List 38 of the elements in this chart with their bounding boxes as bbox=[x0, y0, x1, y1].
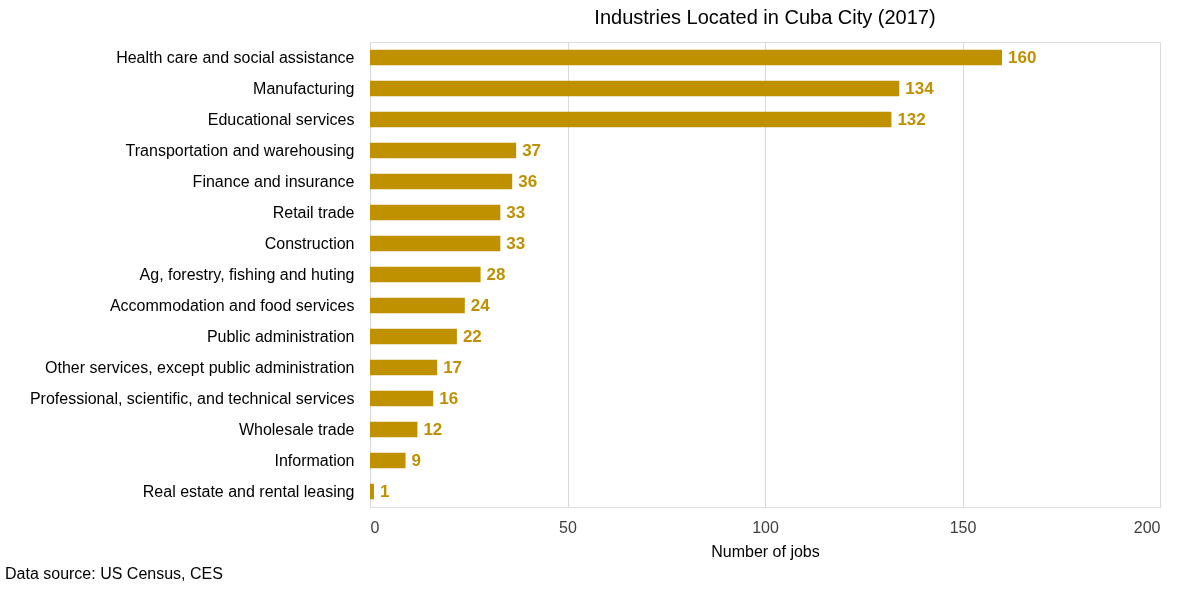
y-tick-label: Ag, forestry, fishing and huting bbox=[139, 265, 355, 283]
y-tick-label: Health care and social assistance bbox=[116, 48, 355, 66]
y-tick-label: Wholesale trade bbox=[238, 420, 355, 438]
data-label: 1 bbox=[379, 481, 390, 501]
x-tick-label: 150 bbox=[949, 518, 977, 536]
x-axis-title: Number of jobs bbox=[711, 542, 820, 560]
x-tick-label: 200 bbox=[1133, 518, 1161, 536]
y-tick-label: Manufacturing bbox=[253, 79, 355, 97]
data-label: 24 bbox=[470, 295, 491, 315]
y-tick-label: Transportation and warehousing bbox=[125, 141, 355, 159]
data-label: 16 bbox=[439, 388, 459, 408]
y-tick-label: Educational services bbox=[207, 110, 355, 128]
data-label: 33 bbox=[506, 202, 526, 222]
y-tick-label: Construction bbox=[264, 234, 355, 252]
y-tick-label: Professional, scientific, and technical services bbox=[29, 389, 355, 407]
data-label: 22 bbox=[462, 326, 482, 346]
y-tick-label: Information bbox=[274, 451, 355, 469]
data-label: 12 bbox=[423, 419, 443, 439]
y-tick-label: Public administration bbox=[206, 327, 355, 345]
y-tick-label: Accommodation and food services bbox=[109, 296, 355, 314]
data-label: 134 bbox=[905, 78, 935, 98]
x-tick-label: 50 bbox=[559, 518, 577, 536]
data-label: 36 bbox=[518, 171, 538, 191]
chart-title: Industries Located in Cuba City (2017) bbox=[594, 6, 936, 28]
x-tick-label: 0 bbox=[370, 518, 380, 536]
data-label: 132 bbox=[897, 109, 926, 129]
x-tick-label: 100 bbox=[752, 518, 779, 536]
data-label: 160 bbox=[1008, 47, 1037, 67]
source-note: Data source: US Census, CES bbox=[5, 565, 223, 582]
data-label: 37 bbox=[522, 140, 542, 160]
y-tick-label: Real estate and rental leasing bbox=[142, 482, 355, 500]
y-tick-label: Other services, except public administration bbox=[45, 358, 355, 376]
y-tick-label: Finance and insurance bbox=[192, 172, 355, 190]
data-label: 28 bbox=[486, 264, 506, 284]
data-label: 9 bbox=[411, 450, 422, 470]
data-label: 33 bbox=[506, 233, 526, 253]
y-tick-label: Retail trade bbox=[272, 203, 355, 221]
data-label: 17 bbox=[443, 357, 463, 377]
